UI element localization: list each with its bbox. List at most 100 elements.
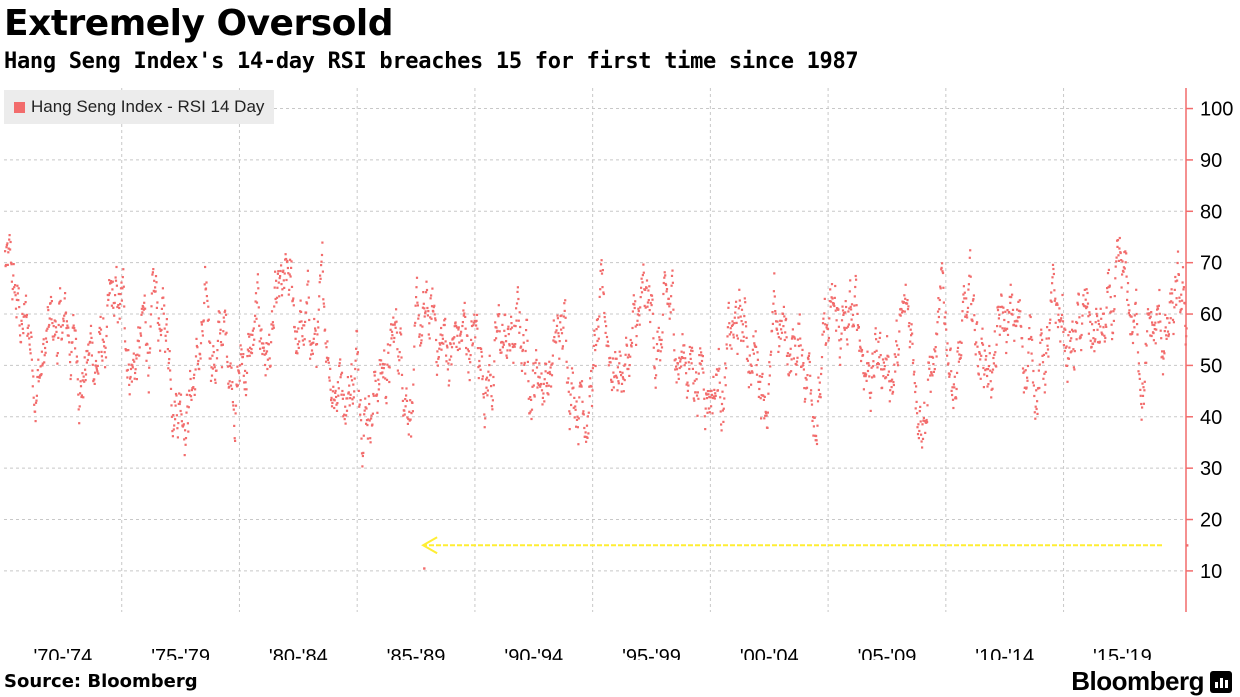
rsi-point bbox=[521, 348, 524, 351]
rsi-point bbox=[103, 345, 106, 348]
rsi-point bbox=[949, 348, 952, 352]
rsi-point bbox=[388, 366, 391, 369]
rsi-point bbox=[195, 337, 198, 340]
rsi-point bbox=[930, 372, 933, 375]
rsi-point bbox=[143, 294, 146, 297]
rsi-point bbox=[880, 368, 883, 371]
rsi-point bbox=[974, 353, 977, 356]
rsi-point bbox=[338, 362, 341, 365]
rsi-point bbox=[697, 397, 700, 400]
rsi-point bbox=[951, 393, 954, 397]
rsi-point bbox=[696, 414, 699, 417]
rsi-point bbox=[1097, 319, 1100, 322]
rsi-point bbox=[201, 330, 204, 333]
rsi-point bbox=[29, 352, 32, 355]
rsi-point bbox=[9, 261, 13, 264]
rsi-point bbox=[249, 333, 252, 336]
rsi-point bbox=[849, 279, 852, 282]
rsi-point bbox=[242, 353, 245, 356]
rsi-point bbox=[282, 269, 285, 272]
rsi-point bbox=[109, 280, 113, 283]
rsi-point bbox=[594, 364, 597, 368]
chart-title: Extremely Oversold bbox=[4, 3, 393, 44]
rsi-point bbox=[426, 306, 429, 310]
rsi-point bbox=[200, 321, 203, 324]
rsi-point bbox=[127, 363, 130, 366]
rsi-point bbox=[582, 410, 585, 413]
rsi-point bbox=[1124, 250, 1127, 253]
rsi-point bbox=[811, 419, 814, 422]
rsi-point bbox=[718, 381, 721, 384]
rsi-point bbox=[174, 418, 177, 421]
rsi-point bbox=[525, 329, 528, 332]
rsi-point bbox=[933, 368, 936, 371]
rsi-point bbox=[462, 309, 465, 312]
rsi-point bbox=[662, 281, 665, 285]
rsi-point bbox=[976, 365, 980, 368]
rsi-point bbox=[275, 279, 278, 282]
rsi-point bbox=[729, 344, 732, 347]
rsi-point bbox=[79, 380, 82, 383]
rsi-point bbox=[830, 296, 833, 299]
rsi-point bbox=[307, 280, 310, 283]
rsi-point bbox=[750, 383, 753, 386]
rsi-point bbox=[732, 336, 735, 339]
rsi-point bbox=[261, 352, 264, 356]
rsi-point bbox=[911, 362, 915, 365]
rsi-point bbox=[1032, 369, 1035, 373]
rsi-point bbox=[278, 277, 281, 280]
rsi-point bbox=[357, 389, 360, 392]
rsi-point bbox=[150, 292, 153, 295]
rsi-point bbox=[1125, 275, 1128, 278]
rsi-point bbox=[276, 272, 279, 275]
rsi-point bbox=[1135, 288, 1138, 291]
rsi-point bbox=[967, 288, 970, 291]
rsi-point bbox=[232, 404, 235, 407]
rsi-point bbox=[983, 349, 986, 352]
rsi-point bbox=[508, 344, 511, 347]
rsi-point bbox=[6, 242, 9, 245]
rsi-point bbox=[888, 380, 891, 383]
rsi-point bbox=[1106, 272, 1110, 275]
rsi-point bbox=[473, 313, 476, 316]
rsi-point bbox=[906, 299, 909, 302]
rsi-point bbox=[222, 316, 225, 319]
rsi-point bbox=[259, 347, 262, 350]
rsi-point bbox=[1087, 332, 1090, 335]
rsi-point bbox=[555, 329, 558, 332]
rsi-point bbox=[1008, 295, 1011, 298]
rsi-point bbox=[150, 305, 153, 308]
rsi-point bbox=[711, 396, 714, 400]
rsi-point bbox=[165, 318, 168, 321]
rsi-point bbox=[1136, 333, 1139, 336]
rsi-point bbox=[368, 402, 371, 406]
rsi-point bbox=[750, 370, 754, 373]
rsi-point bbox=[896, 361, 899, 364]
rsi-point bbox=[433, 313, 436, 316]
rsi-point bbox=[415, 286, 418, 289]
rsi-point bbox=[275, 301, 278, 304]
rsi-point bbox=[325, 360, 328, 363]
rsi-point bbox=[988, 352, 991, 355]
rsi-point bbox=[719, 396, 722, 399]
rsi-point bbox=[751, 348, 754, 351]
rsi-point bbox=[531, 369, 534, 372]
rsi-point bbox=[358, 405, 361, 408]
rsi-point bbox=[895, 319, 898, 322]
rsi-point bbox=[647, 299, 650, 302]
rsi-point bbox=[533, 395, 536, 398]
rsi-point bbox=[1029, 337, 1032, 340]
rsi-point bbox=[759, 380, 762, 383]
rsi-point bbox=[360, 452, 364, 455]
rsi-point bbox=[192, 377, 195, 380]
rsi-point bbox=[740, 308, 744, 311]
rsi-point bbox=[377, 388, 380, 391]
rsi-point bbox=[392, 340, 395, 343]
rsi-point bbox=[987, 365, 990, 368]
rsi-point bbox=[763, 417, 766, 420]
rsi-point bbox=[1108, 284, 1111, 287]
rsi-point bbox=[445, 354, 448, 357]
rsi-point bbox=[1150, 334, 1153, 338]
rsi-point bbox=[1026, 364, 1030, 368]
rsi-point bbox=[172, 428, 175, 431]
